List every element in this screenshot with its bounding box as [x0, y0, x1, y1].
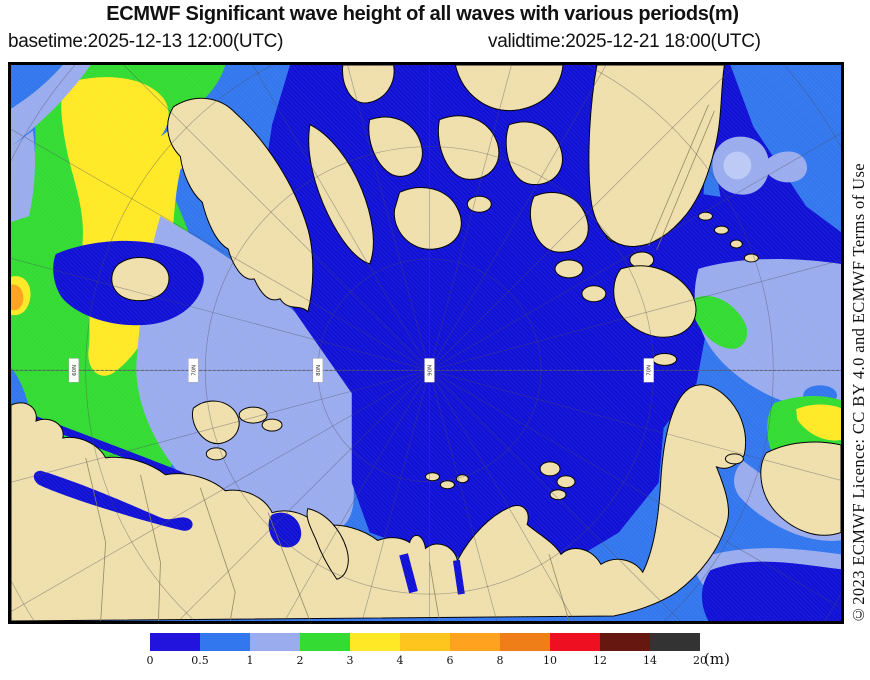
legend-tick: 1	[246, 654, 254, 667]
legend-tick: 14	[643, 654, 657, 667]
page-title: ECMWF Significant wave height of all wav…	[106, 3, 739, 25]
seward-yellow-core	[796, 404, 841, 441]
alaska-coast-islet-4	[743, 253, 759, 263]
svg-text:90N: 90N	[427, 365, 433, 376]
map-canvas: 60N 70N 80N 90N 70N	[11, 65, 841, 621]
ob-gulf	[399, 553, 418, 594]
legend-cell	[550, 633, 600, 651]
legend-tick: 0.5	[191, 654, 209, 667]
franz-josef-islet-3	[455, 474, 469, 484]
alaska-coast-islet-3	[729, 239, 743, 249]
svalbard-islet-2	[261, 418, 283, 432]
left-edge-orange-spot	[11, 284, 24, 311]
severnaya-zemlya-1	[539, 461, 561, 477]
arctic-island-2	[437, 115, 500, 180]
legend-cell	[200, 633, 250, 651]
svalbard-main	[191, 400, 240, 445]
arctic-islet-1	[466, 195, 492, 213]
arctic-island-4	[529, 192, 589, 253]
canada-mainland-east	[454, 65, 564, 112]
victoria-island	[393, 187, 462, 250]
arctic-island-3	[505, 121, 563, 185]
legend-cell	[150, 633, 200, 651]
country-border-alaska-canada	[648, 104, 715, 251]
alaska-landmass	[588, 65, 725, 247]
svg-text:60N: 60N	[72, 365, 78, 376]
legend-tick: 6	[446, 654, 454, 667]
north-alaska-island	[613, 265, 697, 338]
legend-tick: 20	[693, 654, 707, 667]
legend-cell	[400, 633, 450, 651]
arctic-island-1	[368, 116, 423, 177]
topleft-royal-corner	[11, 65, 63, 109]
graticule-labels: 60N 70N 80N 90N 70N	[68, 358, 654, 383]
svalbard-ne-island	[238, 406, 268, 424]
country-border-scandinavia-2	[140, 474, 161, 621]
legend-tick: 3	[346, 654, 354, 667]
novaya-zemlya	[306, 508, 349, 580]
alaska-coast-islet-2	[713, 225, 729, 235]
new-siberian-islet-1	[724, 453, 744, 465]
legend-cell	[350, 633, 400, 651]
wave-height-legend: 0 0.5 1 2 3 4 6 8 10 12 14 20 (m)	[0, 629, 870, 679]
svg-text:70N: 70N	[647, 365, 653, 376]
franz-josef-islet-2	[439, 480, 455, 490]
baffin-island	[308, 123, 374, 265]
country-border-finland-russia	[199, 487, 236, 621]
white-sea	[268, 512, 302, 548]
legend-tick: 0	[146, 654, 154, 667]
legend-cell	[500, 633, 550, 651]
gulf-alaska-royal-corner	[730, 65, 841, 233]
country-border-russia-interior	[429, 554, 570, 621]
severnaya-zemlya-3	[549, 489, 567, 501]
svalbard-islet	[205, 447, 227, 461]
legend-tick: 8	[496, 654, 504, 667]
keyhole-periwinkle-blob	[712, 136, 808, 195]
canada-mainland-west	[342, 65, 395, 104]
seward-peninsula	[760, 441, 841, 536]
franz-josef-islet-1	[425, 472, 440, 482]
svg-text:70N: 70N	[191, 365, 197, 376]
arctic-islet-3	[581, 285, 607, 303]
yenisei-gulf	[452, 559, 465, 595]
bering-green-spot	[692, 295, 748, 349]
topleft-periwinkle-band	[11, 65, 91, 223]
legend-unit-label: (m)	[704, 650, 730, 668]
keyhole-light-core	[723, 151, 752, 180]
validtime-label: validtime:2025-12-21 18:00(UTC)	[488, 31, 761, 52]
legend-tick: 4	[396, 654, 404, 667]
country-border-scandinavia-1	[85, 457, 107, 621]
arctic-islet-2	[554, 259, 584, 279]
wrangel-island	[652, 352, 678, 366]
chukchi-periwinkle-region	[694, 258, 841, 409]
basetime-label: basetime:2025-12-13 12:00(UTC)	[8, 31, 284, 52]
legend-cell	[250, 633, 300, 651]
iceland-landmass	[111, 257, 170, 302]
legend-tick: 12	[593, 654, 607, 667]
country-border-russia-west	[267, 512, 311, 621]
severnaya-zemlya-2	[556, 475, 576, 489]
okhotsk-dark-region	[701, 561, 841, 621]
legend-tick: 10	[543, 654, 557, 667]
copyright-vertical-text: ©2023 ECMWF Licence: CC BY 4.0 and ECMWF…	[849, 162, 868, 624]
alaska-coast-islet-1	[698, 211, 713, 221]
greenland-landmass	[167, 97, 314, 313]
legend-tick: 2	[296, 654, 304, 667]
legend-cell	[600, 633, 650, 651]
legend-cell	[650, 633, 700, 651]
arctic-wave-height-map: 60N 70N 80N 90N 70N	[8, 62, 844, 624]
svg-text:80N: 80N	[316, 365, 322, 376]
legend-cell	[450, 633, 500, 651]
legend-cell	[300, 633, 350, 651]
baltic-sea	[33, 470, 193, 531]
